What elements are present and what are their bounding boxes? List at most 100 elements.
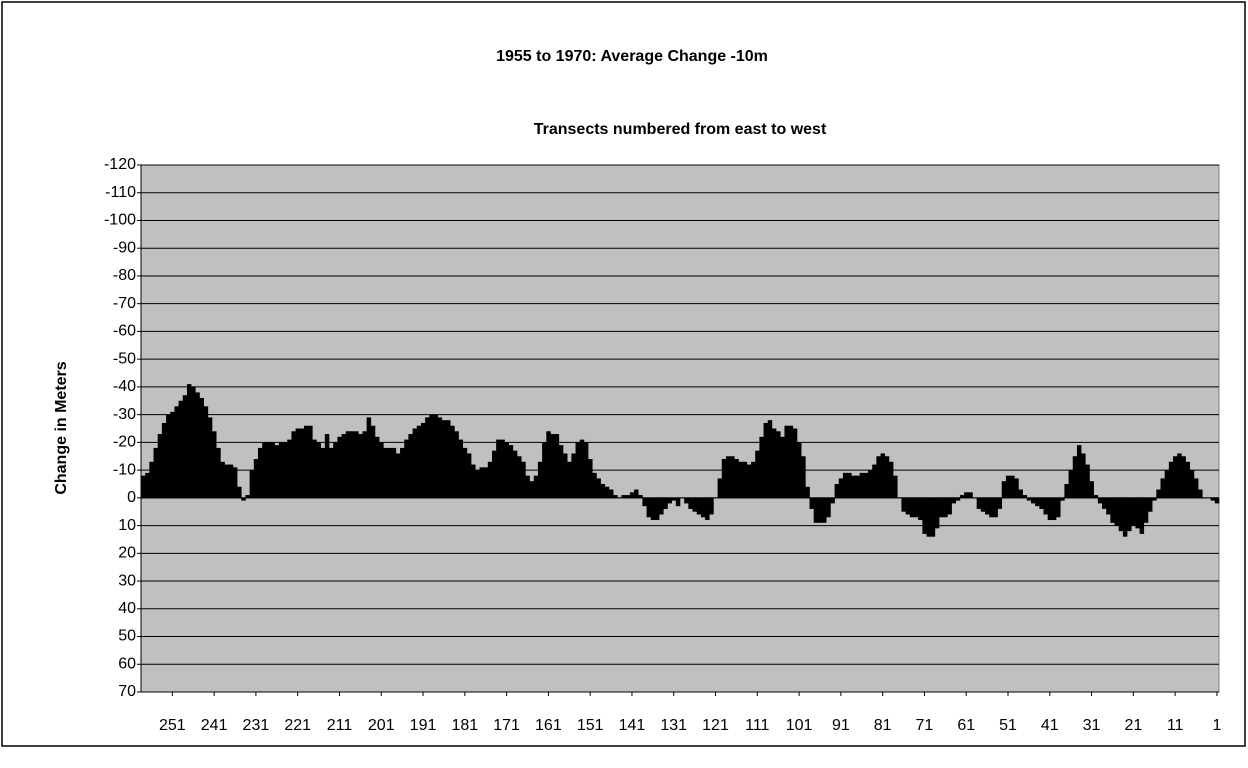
bar: [1110, 497, 1115, 523]
bar: [1139, 497, 1145, 534]
bar: [429, 414, 434, 498]
bar: [876, 456, 881, 498]
bar: [462, 447, 468, 498]
x-tick-label: 31: [1083, 717, 1101, 734]
bar: [1014, 478, 1019, 498]
bar: [993, 497, 998, 518]
bar: [1185, 461, 1191, 498]
x-tick-label: 151: [577, 717, 604, 734]
bar: [842, 472, 848, 498]
bar: [650, 497, 656, 521]
bar: [370, 425, 376, 498]
bar: [955, 497, 961, 501]
bar: [324, 434, 330, 498]
bar: [404, 439, 409, 498]
bar: [517, 456, 522, 498]
bar: [157, 434, 163, 498]
bar: [922, 497, 927, 534]
bar: [951, 497, 957, 504]
bar: [487, 461, 493, 498]
bar: [170, 411, 175, 498]
bar: [1022, 495, 1028, 498]
bar: [776, 431, 781, 498]
bar: [408, 434, 413, 498]
bar: [1102, 497, 1107, 509]
bar: [500, 439, 505, 498]
bar: [751, 461, 756, 498]
bar: [1118, 497, 1124, 532]
bar: [901, 497, 906, 512]
bar: [1081, 453, 1086, 498]
x-tick-label: 241: [201, 717, 228, 734]
bar: [291, 431, 296, 498]
bar: [458, 439, 464, 498]
bar: [529, 481, 535, 498]
bar: [1005, 475, 1011, 498]
y-tick-label: -40: [113, 378, 136, 395]
bar: [450, 425, 455, 498]
bar: [212, 431, 217, 498]
bar: [1135, 497, 1140, 529]
bar: [533, 475, 539, 498]
bar: [918, 497, 923, 521]
y-axis-label: Change in Meters: [53, 361, 70, 494]
bar: [1026, 497, 1032, 501]
bar: [207, 417, 213, 498]
bar: [675, 497, 681, 507]
bar: [199, 397, 204, 498]
bar: [1085, 464, 1090, 498]
bar: [1089, 481, 1094, 498]
bar: [253, 459, 259, 498]
bar: [1010, 475, 1015, 498]
bar: [329, 447, 334, 498]
bar: [1030, 497, 1036, 504]
x-tick-label: 121: [702, 717, 729, 734]
bar: [830, 497, 835, 504]
bar: [1131, 497, 1136, 526]
bar: [613, 495, 618, 498]
bar: [471, 464, 476, 498]
bar: [621, 495, 626, 498]
bar: [563, 453, 568, 498]
bar: [374, 436, 380, 498]
bar: [232, 467, 238, 498]
bar: [746, 464, 752, 498]
x-tick-label: 181: [451, 717, 478, 734]
bar: [884, 456, 890, 498]
bar: [1035, 497, 1040, 507]
bar: [203, 406, 209, 498]
bar: [1093, 495, 1099, 498]
bar: [767, 420, 773, 498]
bar: [796, 442, 802, 498]
bar: [721, 459, 727, 498]
chart-subtitle: Transects numbered from east to west: [534, 121, 827, 138]
bar: [345, 431, 351, 498]
bar: [583, 442, 589, 498]
plot-area: [140, 164, 1220, 693]
bar: [688, 497, 693, 509]
bar: [496, 439, 501, 498]
bar: [667, 497, 672, 504]
bar: [537, 461, 543, 498]
bar: [287, 439, 292, 498]
bar: [1143, 497, 1149, 523]
bar: [1147, 497, 1153, 512]
bar: [182, 395, 188, 498]
bar: [625, 495, 631, 498]
bar: [579, 439, 585, 498]
x-tick-label: 51: [999, 717, 1017, 734]
x-tick-label: 71: [916, 717, 934, 734]
bar: [312, 439, 317, 498]
bar: [638, 495, 643, 498]
bar: [646, 497, 652, 518]
bar: [1056, 497, 1061, 518]
bar: [1051, 497, 1057, 521]
y-tick-label: -100: [104, 212, 136, 229]
bar: [913, 497, 919, 518]
bar: [454, 431, 459, 498]
bar: [851, 475, 856, 498]
y-tick-label: 40: [118, 600, 136, 617]
bar: [696, 497, 702, 515]
x-tick-label: 171: [493, 717, 520, 734]
bar: [257, 447, 263, 498]
